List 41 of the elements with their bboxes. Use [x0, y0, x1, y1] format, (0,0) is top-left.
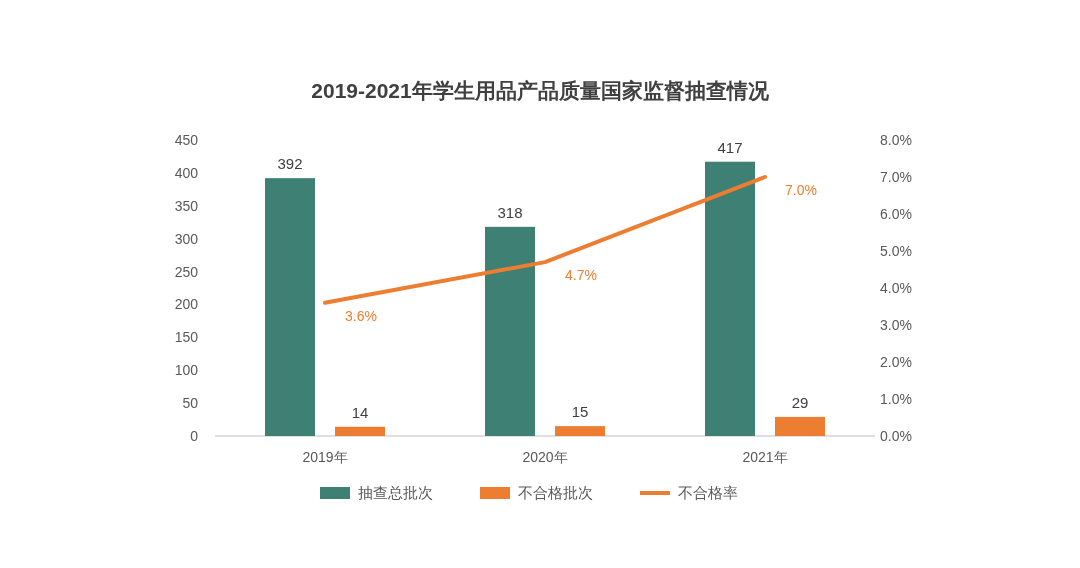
- y-tick-label: 150: [174, 329, 199, 346]
- y2-tick-label: 1.0%: [880, 391, 912, 407]
- bar: [485, 226, 535, 436]
- bar: [335, 426, 385, 436]
- y-tick-label: 400: [174, 164, 199, 181]
- y2-tick-label: 3.0%: [880, 317, 912, 333]
- bar: [775, 416, 825, 436]
- data-label: 4.7%: [565, 267, 597, 284]
- y-tick-label: 100: [174, 362, 199, 379]
- x-tick-label: 2019年: [302, 449, 348, 465]
- legend-label: 不合格率: [678, 484, 738, 501]
- data-label: 417: [717, 138, 743, 156]
- y2-tick-label: 7.0%: [880, 169, 912, 185]
- data-label: 15: [571, 403, 589, 421]
- y-tick-label: 300: [174, 230, 199, 247]
- bar: [705, 161, 755, 436]
- data-label: 7.0%: [785, 182, 817, 198]
- x-tick-label: 2020年: [522, 449, 568, 465]
- y2-tick-label: 6.0%: [880, 206, 912, 222]
- y-tick-label: 350: [174, 197, 199, 214]
- y2-tick-label: 2.0%: [880, 354, 912, 370]
- y-tick-label: 450: [174, 132, 199, 148]
- y-tick-label: 0: [190, 428, 199, 444]
- y-tick-label: 200: [174, 296, 199, 313]
- y2-tick-label: 5.0%: [880, 243, 912, 259]
- bar: [265, 178, 315, 436]
- y2-tick-label: 0.0%: [880, 428, 912, 444]
- bar: [555, 426, 605, 436]
- data-label: 29: [791, 393, 809, 411]
- chart-title: 2019-2021年学生用品产品质量国家监督抽查情况: [311, 79, 770, 102]
- data-label: 318: [497, 203, 523, 221]
- legend-label: 抽查总批次: [358, 484, 433, 501]
- data-label: 3.6%: [345, 307, 377, 324]
- y-tick-label: 50: [182, 395, 199, 412]
- legend-label: 不合格批次: [518, 484, 593, 501]
- data-label: 392: [277, 155, 303, 173]
- x-tick-label: 2021年: [742, 449, 788, 465]
- y2-tick-label: 4.0%: [880, 280, 912, 296]
- data-label: 14: [351, 403, 369, 421]
- y-tick-label: 250: [174, 263, 199, 280]
- y2-tick-label: 8.0%: [880, 132, 912, 148]
